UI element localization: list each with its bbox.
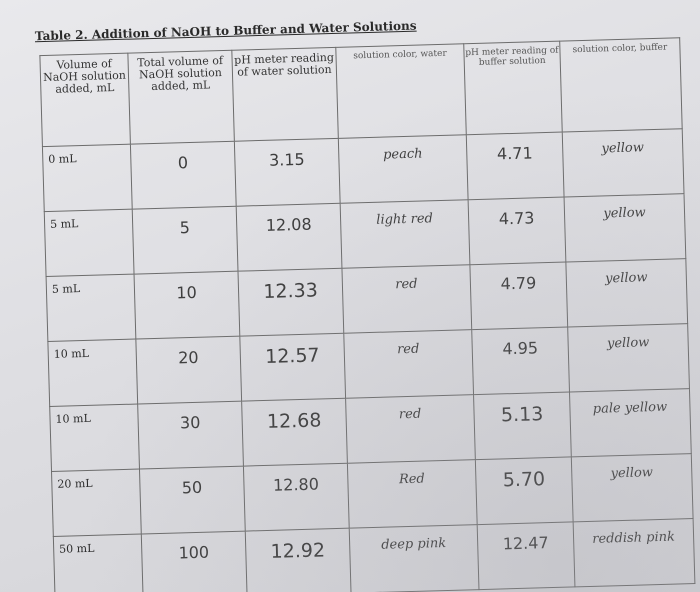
cell-volume: 5 mL	[44, 209, 135, 277]
cell-volume: 0 mL	[42, 144, 133, 212]
header-color-buffer: solution color, buffer	[559, 37, 683, 133]
cell-color-buffer: yellow	[562, 128, 685, 198]
cell-total: 100	[141, 531, 248, 592]
cell-ph-buffer: 5.70	[475, 456, 574, 525]
cell-ph-buffer: 4.79	[469, 262, 568, 330]
cell-color-water: Red	[347, 459, 478, 529]
cell-total: 50	[139, 466, 246, 534]
cell-color-buffer: yellow	[567, 323, 690, 392]
cell-ph-water: 3.15	[234, 138, 341, 207]
cell-color-water: red	[343, 329, 474, 399]
cell-volume: 50 mL	[53, 533, 144, 592]
cell-volume: 20 mL	[51, 469, 142, 537]
cell-total: 0	[130, 141, 237, 210]
cell-color-water: light red	[340, 199, 470, 269]
cell-ph-buffer: 4.95	[471, 326, 570, 395]
header-row: Volume of NaOH solution added, mL Total …	[39, 37, 683, 147]
cell-total: 30	[137, 401, 244, 470]
table-caption: Table 2. Addition of NaOH to Buffer and …	[34, 18, 417, 44]
cell-total: 10	[134, 271, 240, 340]
cell-ph-water: 12.68	[241, 398, 348, 467]
naoh-addition-table: Volume of NaOH solution added, mL Total …	[39, 37, 695, 592]
cell-ph-buffer: 4.71	[466, 132, 565, 200]
cell-ph-buffer: 12.47	[477, 521, 575, 590]
worksheet: Table 2. Addition of NaOH to Buffer and …	[8, 0, 700, 592]
cell-color-water: deep pink	[349, 524, 479, 592]
cell-color-water: peach	[338, 134, 469, 204]
cell-ph-buffer: 4.73	[468, 197, 566, 265]
cell-volume: 10 mL	[49, 404, 140, 472]
cell-color-water: red	[345, 394, 476, 464]
cell-color-buffer: yellow	[565, 258, 688, 327]
header-ph-water: pH meter reading of water solution	[231, 47, 339, 142]
cell-color-buffer: reddish pink	[573, 518, 695, 587]
header-color-water: solution color, water	[335, 43, 467, 139]
cell-color-water: red	[341, 264, 472, 334]
cell-ph-water: 12.80	[243, 463, 350, 532]
cell-total: 5	[132, 206, 238, 275]
cell-color-buffer: pale yellow	[569, 388, 692, 457]
header-ph-buffer: pH meter reading of buffer solution	[463, 41, 563, 135]
cell-volume: 5 mL	[46, 274, 136, 342]
cell-ph-water: 12.33	[237, 268, 344, 337]
cell-color-buffer: yellow	[564, 193, 686, 263]
cell-total: 20	[135, 336, 242, 405]
cell-ph-water: 12.92	[245, 528, 352, 592]
header-volume-added: Volume of NaOH solution added, mL	[39, 53, 131, 147]
cell-ph-water: 12.57	[239, 333, 346, 402]
cell-color-buffer: yellow	[571, 453, 694, 522]
cell-ph-water: 12.08	[236, 203, 342, 272]
cell-ph-buffer: 5.13	[473, 391, 572, 460]
header-total-volume: Total volume of NaOH solution added, mL	[127, 50, 235, 145]
cell-volume: 10 mL	[47, 339, 138, 407]
